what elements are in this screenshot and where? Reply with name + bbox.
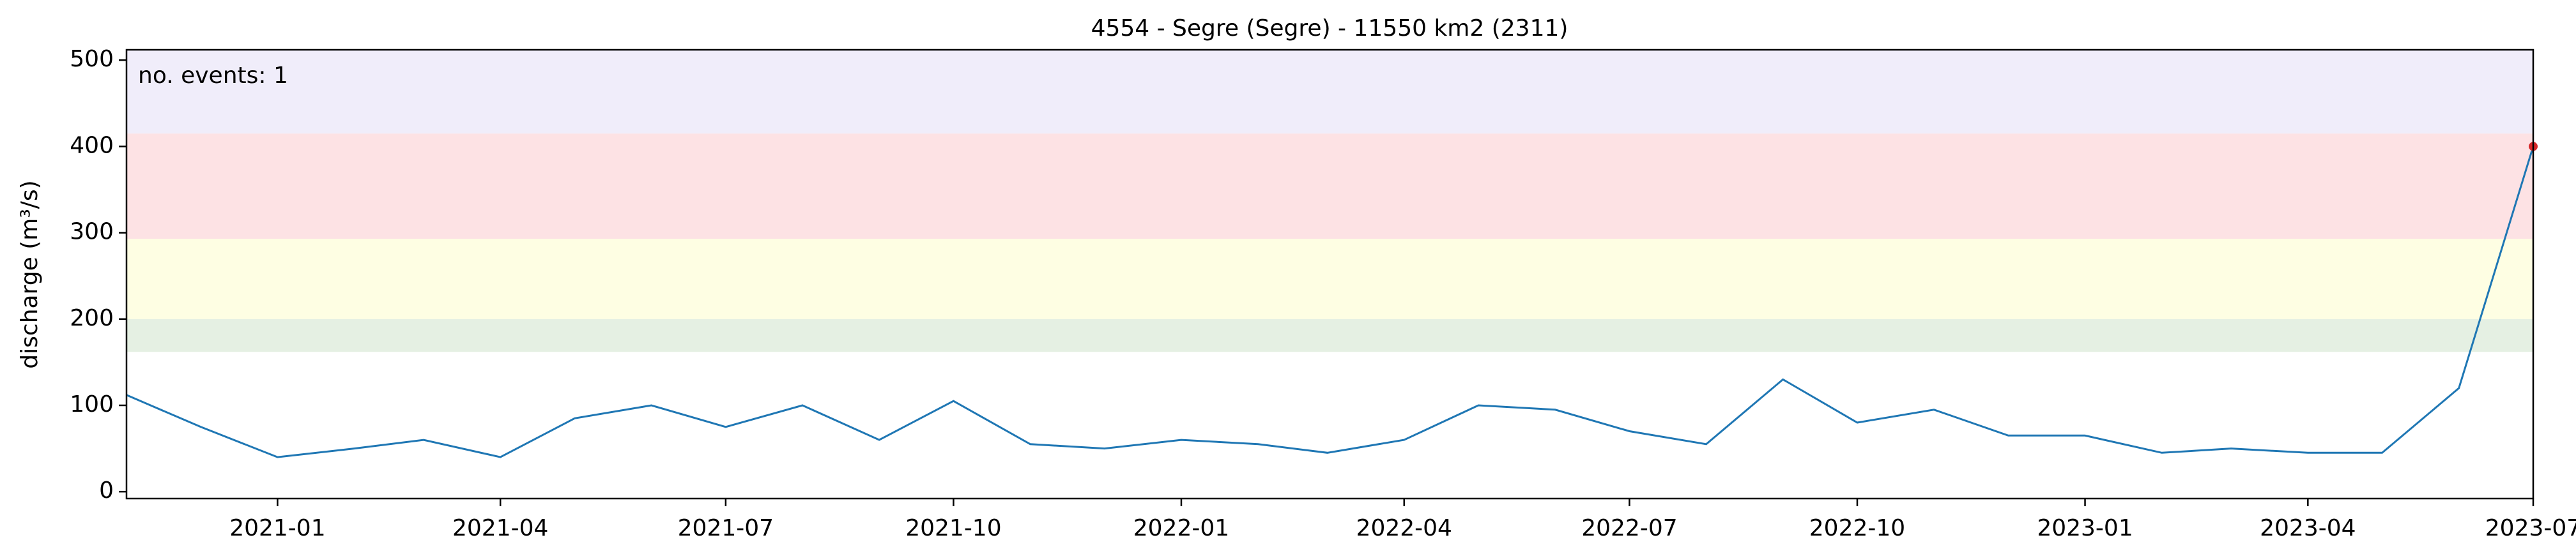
x-tick-label: 2023-07 [2485, 515, 2576, 541]
threshold-band [126, 239, 2533, 319]
y-tick-label: 200 [70, 305, 114, 331]
threshold-band [126, 319, 2533, 352]
x-tick-label: 2022-10 [1809, 515, 1905, 541]
y-tick-label: 500 [70, 46, 114, 72]
x-tick-label: 2022-04 [1356, 515, 1452, 541]
x-tick-label: 2022-01 [1133, 515, 1229, 541]
y-tick-label: 400 [70, 132, 114, 158]
x-tick-label: 2021-01 [229, 515, 325, 541]
y-tick-label: 300 [70, 219, 114, 245]
x-tick-label: 2023-04 [2260, 515, 2356, 541]
x-tick-label: 2021-04 [452, 515, 548, 541]
plot-frame [125, 49, 2534, 500]
discharge-line [126, 146, 2534, 458]
annotation: no. events: 1 [138, 63, 288, 89]
threshold-band [126, 50, 2533, 134]
threshold-band [126, 133, 2533, 239]
x-tick-label: 2023-01 [2037, 515, 2133, 541]
chart-title: 4554 - Segre (Segre) - 11550 km2 (2311) [1091, 15, 1568, 41]
y-axis-label: discharge (m³/s) [17, 180, 43, 368]
x-tick-label: 2022-07 [1581, 515, 1677, 541]
y-tick-label: 100 [70, 391, 114, 417]
y-tick-label: 0 [99, 477, 114, 504]
x-tick-label: 2021-10 [905, 515, 1001, 541]
x-tick-label: 2021-07 [678, 515, 774, 541]
